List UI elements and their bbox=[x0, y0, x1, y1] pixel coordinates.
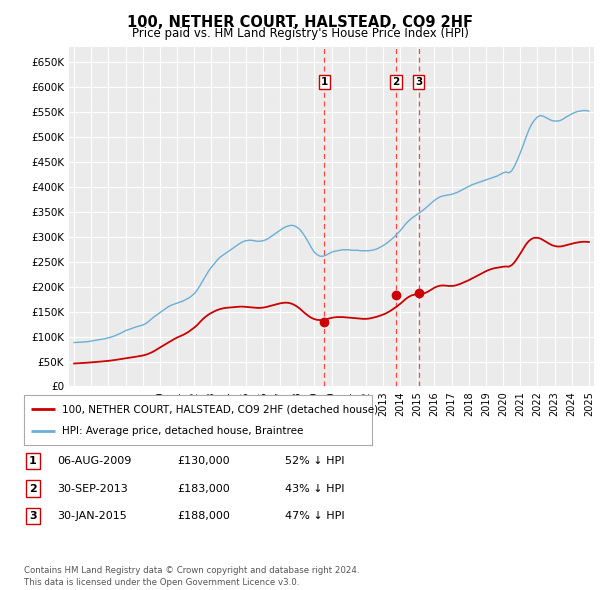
Text: 1: 1 bbox=[29, 457, 37, 466]
Text: Contains HM Land Registry data © Crown copyright and database right 2024.
This d: Contains HM Land Registry data © Crown c… bbox=[24, 566, 359, 587]
Text: 06-AUG-2009: 06-AUG-2009 bbox=[57, 457, 131, 466]
Text: 2: 2 bbox=[29, 484, 37, 493]
Text: 100, NETHER COURT, HALSTEAD, CO9 2HF: 100, NETHER COURT, HALSTEAD, CO9 2HF bbox=[127, 15, 473, 30]
Text: 52% ↓ HPI: 52% ↓ HPI bbox=[285, 457, 344, 466]
Text: 3: 3 bbox=[415, 77, 422, 87]
Text: £188,000: £188,000 bbox=[177, 511, 230, 520]
Text: 47% ↓ HPI: 47% ↓ HPI bbox=[285, 511, 344, 520]
Text: £183,000: £183,000 bbox=[177, 484, 230, 493]
Text: 100, NETHER COURT, HALSTEAD, CO9 2HF (detached house): 100, NETHER COURT, HALSTEAD, CO9 2HF (de… bbox=[62, 404, 379, 414]
Text: 2: 2 bbox=[392, 77, 400, 87]
Text: 43% ↓ HPI: 43% ↓ HPI bbox=[285, 484, 344, 493]
Text: 30-SEP-2013: 30-SEP-2013 bbox=[57, 484, 128, 493]
Text: Price paid vs. HM Land Registry's House Price Index (HPI): Price paid vs. HM Land Registry's House … bbox=[131, 27, 469, 40]
Text: £130,000: £130,000 bbox=[177, 457, 230, 466]
Text: HPI: Average price, detached house, Braintree: HPI: Average price, detached house, Brai… bbox=[62, 427, 304, 437]
Text: 30-JAN-2015: 30-JAN-2015 bbox=[57, 511, 127, 520]
Text: 3: 3 bbox=[29, 511, 37, 520]
Text: 1: 1 bbox=[321, 77, 328, 87]
